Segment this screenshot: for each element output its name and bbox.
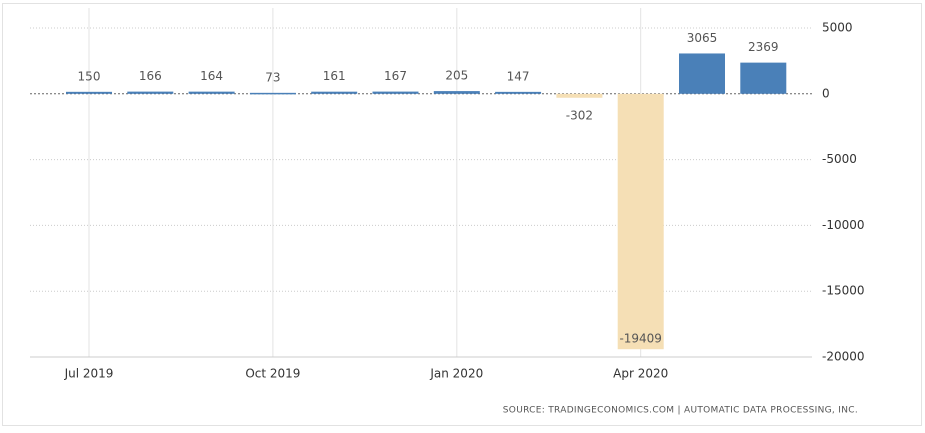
bar — [127, 91, 174, 94]
bar — [679, 53, 725, 94]
value-label: 147 — [507, 69, 530, 83]
y-tick-label: 5000 — [822, 21, 853, 35]
bar — [556, 93, 603, 98]
bar — [311, 91, 358, 94]
x-tick-label: Jul 2019 — [64, 367, 114, 381]
value-label: -302 — [566, 108, 593, 122]
x-tick-label: Apr 2020 — [613, 367, 668, 381]
bar — [372, 91, 419, 94]
x-tick-label: Oct 2019 — [245, 367, 300, 381]
value-label: -19409 — [619, 332, 662, 346]
value-label: 205 — [445, 69, 468, 83]
value-label: 164 — [200, 69, 223, 83]
value-label: 166 — [139, 69, 162, 83]
frame — [2, 3, 922, 426]
value-label: 167 — [384, 69, 407, 83]
bar — [66, 91, 112, 94]
value-label: 73 — [265, 70, 280, 84]
value-label: 150 — [78, 69, 101, 83]
value-label: 3065 — [687, 31, 718, 45]
value-label: 161 — [323, 69, 346, 83]
bar — [617, 93, 664, 350]
y-tick-label: -20000 — [822, 350, 865, 364]
bar — [495, 91, 542, 94]
y-tick-label: -5000 — [822, 152, 857, 166]
bar — [249, 92, 296, 95]
value-label: 2369 — [748, 40, 779, 54]
bar — [433, 91, 480, 94]
source: SOURCE: TRADINGECONOMICS.COM | AUTOMATIC… — [503, 406, 858, 416]
y-tick-label: -10000 — [822, 218, 865, 232]
bar — [188, 91, 235, 94]
bar — [740, 62, 787, 94]
y-tick-label: 0 — [822, 86, 830, 100]
y-tick-label: -15000 — [822, 284, 865, 298]
x-tick-label: Jan 2020 — [429, 367, 483, 381]
